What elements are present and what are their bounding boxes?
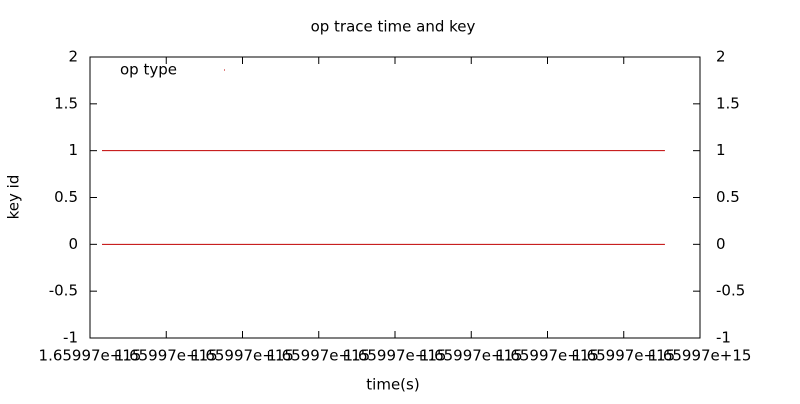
x-tick-label: 1.65997e+15 [267, 347, 370, 365]
y-tick-label: -0.5 [49, 282, 78, 300]
x-tick-label: 1.65997e+15 [39, 347, 142, 365]
x-tick-label: 1.65997e+15 [191, 347, 294, 365]
y2-tick-label: 0 [716, 235, 726, 253]
y-axis-label: key id [5, 175, 23, 220]
y2-tick-label: -1 [716, 329, 731, 347]
y2-tick-label: 1 [716, 141, 726, 159]
y2-tick-label: 1.5 [716, 94, 740, 112]
y-tick-label: 2 [68, 48, 78, 66]
y-tick-label: 1 [68, 141, 78, 159]
y-tick-label: 0 [68, 235, 78, 253]
x-tick-label: 1.65997e+15 [115, 347, 218, 365]
chart-title: op trace time and key [311, 18, 476, 36]
y-tick-label: 1.5 [54, 94, 78, 112]
y-tick-label: -1 [63, 329, 78, 347]
series-line [102, 150, 665, 245]
x-tick-label: 1.65997e+15 [496, 347, 599, 365]
x-tick-label: 1.65997e+15 [572, 347, 675, 365]
x-tick-label: 1.65997e+15 [344, 347, 447, 365]
x-tick-label: 1.65997e+15 [420, 347, 523, 365]
legend-swatch [224, 69, 225, 71]
y2-tick-label: 0.5 [716, 188, 740, 206]
y-tick-label: 0.5 [54, 188, 78, 206]
y2-tick-label: -0.5 [716, 282, 745, 300]
x-tick-label: 1.65997e+15 [649, 347, 752, 365]
y2-tick-label: 2 [716, 48, 726, 66]
x-axis-label: time(s) [366, 376, 419, 394]
legend-label: op type [120, 61, 177, 79]
